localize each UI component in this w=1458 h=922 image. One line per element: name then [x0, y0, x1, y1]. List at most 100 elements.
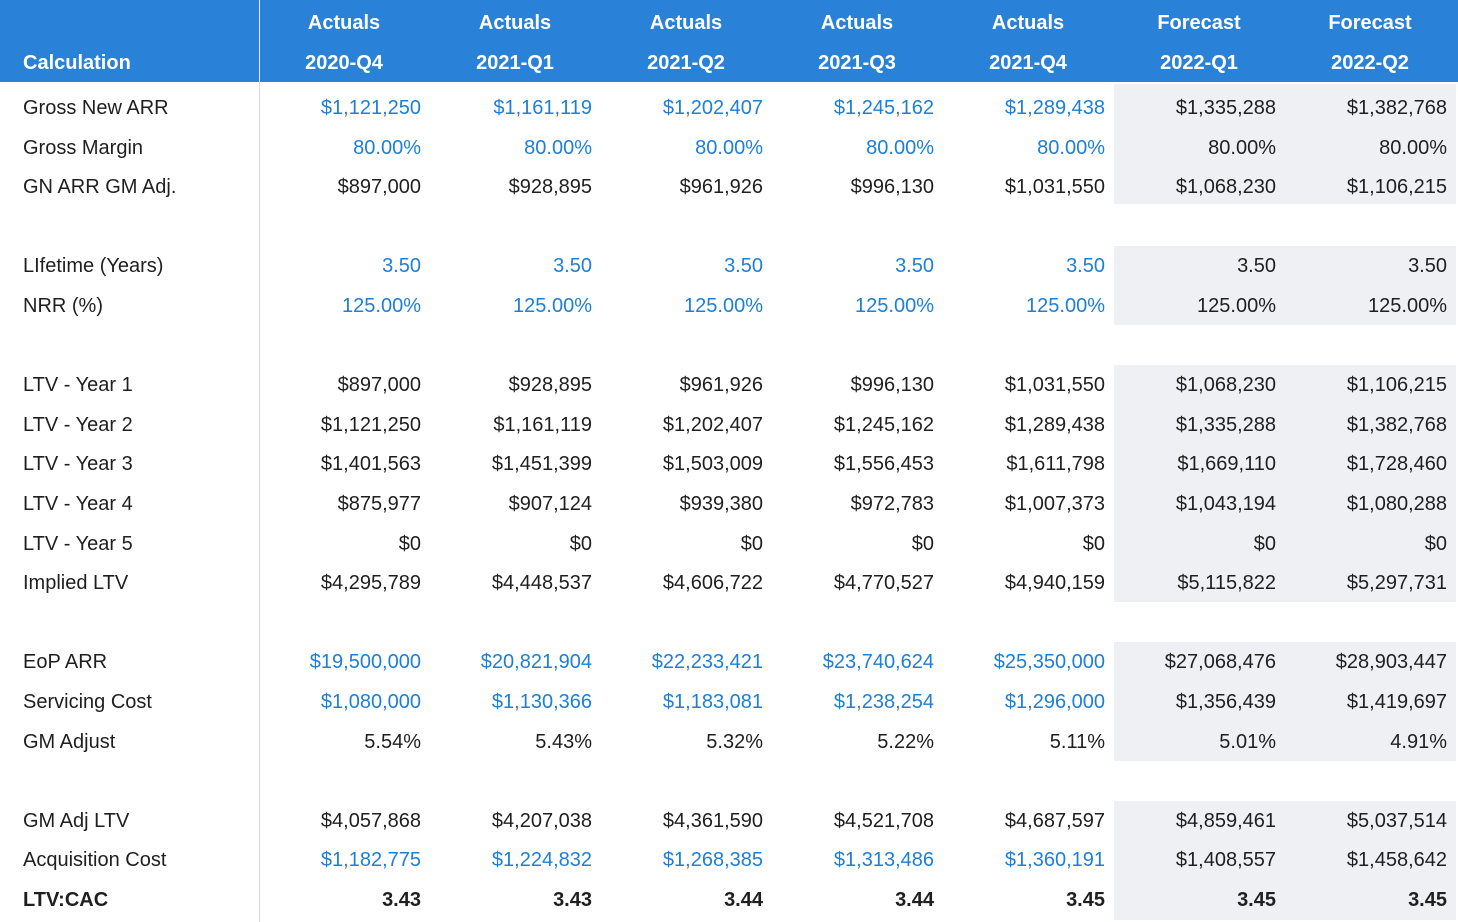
table-cell[interactable]: $1,408,557 [1175, 849, 1276, 871]
table-cell[interactable]: $23,740,624 [822, 651, 934, 673]
table-cell[interactable]: 5.43% [535, 731, 592, 753]
table-cell[interactable]: $4,361,590 [662, 810, 763, 832]
table-cell[interactable]: $1,296,000 [1004, 691, 1105, 713]
table-cell[interactable]: $1,556,453 [833, 453, 934, 475]
table-cell[interactable]: $1,356,439 [1175, 691, 1276, 713]
table-cell[interactable]: $1,043,194 [1175, 493, 1276, 515]
row-label[interactable]: Implied LTV [23, 572, 129, 594]
table-cell[interactable]: 3.44 [724, 889, 763, 911]
table-cell[interactable]: 80.00% [1208, 137, 1276, 159]
table-cell[interactable]: 5.11% [1049, 731, 1105, 753]
table-cell[interactable]: $1,611,798 [1006, 453, 1105, 475]
table-cell[interactable]: $1,031,550 [1004, 176, 1105, 198]
table-cell[interactable]: $4,687,597 [1004, 810, 1105, 832]
table-cell[interactable]: $27,068,476 [1164, 651, 1276, 673]
row-label[interactable]: LTV:CAC [23, 889, 109, 911]
table-cell[interactable]: $1,224,832 [491, 849, 592, 871]
table-cell[interactable]: 125.00% [1197, 295, 1276, 317]
table-cell[interactable]: $1,451,399 [491, 453, 592, 475]
table-cell[interactable]: 125.00% [513, 295, 592, 317]
table-cell[interactable]: $996,130 [850, 176, 934, 198]
table-cell[interactable]: $1,183,081 [662, 691, 763, 713]
table-cell[interactable]: $1,268,385 [662, 849, 763, 871]
table-cell[interactable]: $4,207,038 [491, 810, 592, 832]
row-label[interactable]: LTV - Year 1 [23, 374, 133, 396]
table-cell[interactable]: $972,783 [850, 493, 934, 515]
table-cell[interactable]: $961,926 [679, 374, 763, 396]
table-cell[interactable]: 80.00% [695, 137, 763, 159]
table-cell[interactable]: 80.00% [866, 137, 934, 159]
header-column-2022-Q2[interactable]: Forecast 2022-Q2 [1285, 0, 1455, 82]
table-cell[interactable]: $1,106,215 [1346, 176, 1447, 198]
table-cell[interactable]: 125.00% [684, 295, 763, 317]
table-cell[interactable]: 80.00% [524, 137, 592, 159]
table-cell[interactable]: $0 [1082, 533, 1105, 555]
table-cell[interactable]: $1,161,119 [493, 414, 592, 436]
table-cell[interactable]: $1,130,366 [491, 691, 592, 713]
table-cell[interactable]: 5.22% [877, 731, 934, 753]
table-cell[interactable]: $1,335,288 [1175, 414, 1276, 436]
table-cell[interactable]: $0 [740, 533, 763, 555]
table-cell[interactable]: $1,245,162 [833, 414, 934, 436]
table-cell[interactable]: $0 [569, 533, 592, 555]
table-cell[interactable]: $1,068,230 [1175, 374, 1276, 396]
table-cell[interactable]: $1,669,110 [1177, 453, 1276, 475]
row-label[interactable]: Servicing Cost [23, 691, 152, 713]
table-cell[interactable]: $1,007,373 [1004, 493, 1105, 515]
row-label[interactable]: Acquisition Cost [23, 849, 167, 871]
header-column-2022-Q1[interactable]: Forecast 2022-Q1 [1114, 0, 1284, 82]
table-cell[interactable]: $4,295,789 [320, 572, 421, 594]
table-cell[interactable]: $4,448,537 [491, 572, 592, 594]
table-cell[interactable]: 3.45 [1237, 889, 1276, 911]
table-cell[interactable]: $928,895 [508, 176, 592, 198]
table-cell[interactable]: $897,000 [337, 374, 421, 396]
table-cell[interactable]: 4.91% [1390, 731, 1447, 753]
table-cell[interactable]: $5,115,822 [1177, 572, 1276, 594]
table-cell[interactable]: 125.00% [1026, 295, 1105, 317]
table-cell[interactable]: $1,202,407 [662, 414, 763, 436]
table-cell[interactable]: $5,037,514 [1346, 810, 1447, 832]
table-cell[interactable]: $1,245,162 [833, 97, 934, 119]
table-cell[interactable]: $928,895 [508, 374, 592, 396]
table-cell[interactable]: $961,926 [679, 176, 763, 198]
table-cell[interactable]: 5.32% [706, 731, 763, 753]
table-cell[interactable]: $0 [911, 533, 934, 555]
header-calculation-label[interactable]: Calculation [23, 52, 131, 74]
table-cell[interactable]: $1,382,768 [1346, 414, 1447, 436]
table-cell[interactable]: 80.00% [1037, 137, 1105, 159]
table-cell[interactable]: $1,289,438 [1004, 414, 1105, 436]
table-cell[interactable]: $1,382,768 [1346, 97, 1447, 119]
table-cell[interactable]: 3.50 [382, 255, 421, 277]
row-label[interactable]: GN ARR GM Adj. [23, 176, 177, 198]
table-cell[interactable]: $25,350,000 [993, 651, 1105, 673]
table-cell[interactable]: 3.50 [895, 255, 934, 277]
row-label[interactable]: GM Adjust [23, 731, 116, 753]
table-cell[interactable]: $4,770,527 [833, 572, 934, 594]
table-cell[interactable]: $4,940,159 [1004, 572, 1105, 594]
row-label[interactable]: LTV - Year 4 [23, 493, 133, 515]
table-cell[interactable]: $4,606,722 [662, 572, 763, 594]
table-cell[interactable]: 3.43 [553, 889, 592, 911]
table-cell[interactable]: $4,521,708 [833, 810, 934, 832]
table-cell[interactable]: $939,380 [679, 493, 763, 515]
table-cell[interactable]: $996,130 [850, 374, 934, 396]
table-cell[interactable]: $0 [1424, 533, 1447, 555]
row-label[interactable]: LTV - Year 2 [23, 414, 133, 436]
table-cell[interactable]: 125.00% [855, 295, 934, 317]
table-cell[interactable]: 80.00% [1379, 137, 1447, 159]
table-cell[interactable]: $1,031,550 [1004, 374, 1105, 396]
table-cell[interactable]: 3.45 [1066, 889, 1105, 911]
table-cell[interactable]: $22,233,421 [651, 651, 763, 673]
row-label[interactable]: GM Adj LTV [23, 810, 130, 832]
table-cell[interactable]: 3.50 [1066, 255, 1105, 277]
table-cell[interactable]: $1,080,288 [1346, 493, 1447, 515]
table-cell[interactable]: $1,458,642 [1346, 849, 1447, 871]
table-cell[interactable]: $1,360,191 [1004, 849, 1105, 871]
header-column-2021-Q1[interactable]: Actuals 2021-Q1 [430, 0, 600, 82]
table-cell[interactable]: $1,419,697 [1346, 691, 1447, 713]
table-cell[interactable]: $1,182,775 [320, 849, 421, 871]
header-column-2021-Q2[interactable]: Actuals 2021-Q2 [601, 0, 771, 82]
table-cell[interactable]: $907,124 [508, 493, 592, 515]
table-cell[interactable]: $1,106,215 [1346, 374, 1447, 396]
table-cell[interactable]: $1,202,407 [662, 97, 763, 119]
